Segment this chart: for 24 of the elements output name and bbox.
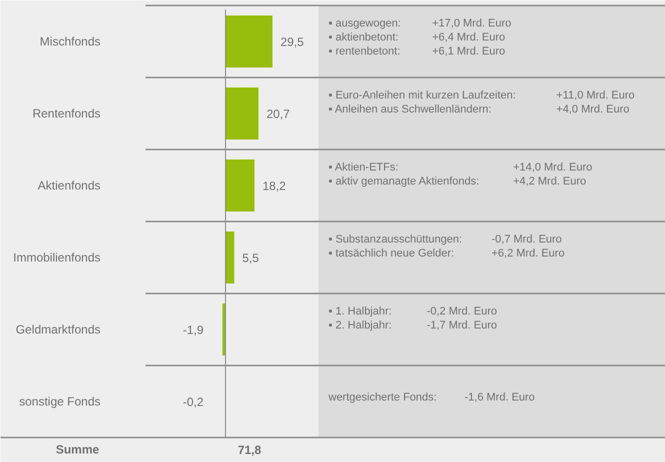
y-tick-label: Rentenfonds: [32, 106, 101, 120]
text: 71,8: [238, 443, 262, 457]
text: ▪ Euro-Anleihen mit kurzen Laufzeiten: +11,0 Mrd. Euro ▪ Anleihen aus Schwellenländern: +4,0 Mrd. Euro: [328, 90, 635, 116]
y-tick-label: Mischfonds: [40, 34, 101, 48]
data-label: 20,7: [266, 107, 290, 121]
data-label: 18,2: [262, 179, 286, 193]
bar: [226, 16, 272, 68]
text: ▪ Aktien-ETFs: +14,0 Mrd. Euro ▪ aktiv gemanagte Aktienfonds: +4,2 Mrd. Euro: [328, 162, 592, 188]
bar: [226, 88, 258, 140]
data-label: 5,5: [242, 251, 260, 265]
text: ▪ ausgewogen: +17,0 Mrd. Euro ▪ aktienbetont: +6,4 Mrd. Euro ▪ rentenbetont: +6,1 Mrd. Euro: [328, 18, 512, 58]
y-tick-label: sonstige Fonds: [19, 394, 101, 408]
bar: [226, 232, 234, 284]
y-tick-label: Geldmarktfonds: [16, 322, 100, 336]
data-label: -0,2: [182, 395, 204, 409]
y-tick-label: Aktienfonds: [38, 178, 101, 192]
data-label: 29,5: [280, 35, 304, 49]
text: wertgesicherte Fonds: -1,6 Mrd. Euro: [328, 392, 535, 404]
text: ▪ Substanzausschüttungen: -0,7 Mrd. Euro ▪ tatsächlich neue Gelder: +6,2 Mrd. Euro: [328, 234, 565, 260]
bar: [226, 160, 254, 212]
y-tick-label: Immobilienfonds: [13, 250, 100, 264]
text: Summe: [56, 442, 100, 456]
data-label: -1,9: [182, 323, 204, 337]
text: ▪ 1. Halbjahr: -0,2 Mrd. Euro ▪ 2. Halbjahr: -1,7 Mrd. Euro: [328, 306, 498, 332]
